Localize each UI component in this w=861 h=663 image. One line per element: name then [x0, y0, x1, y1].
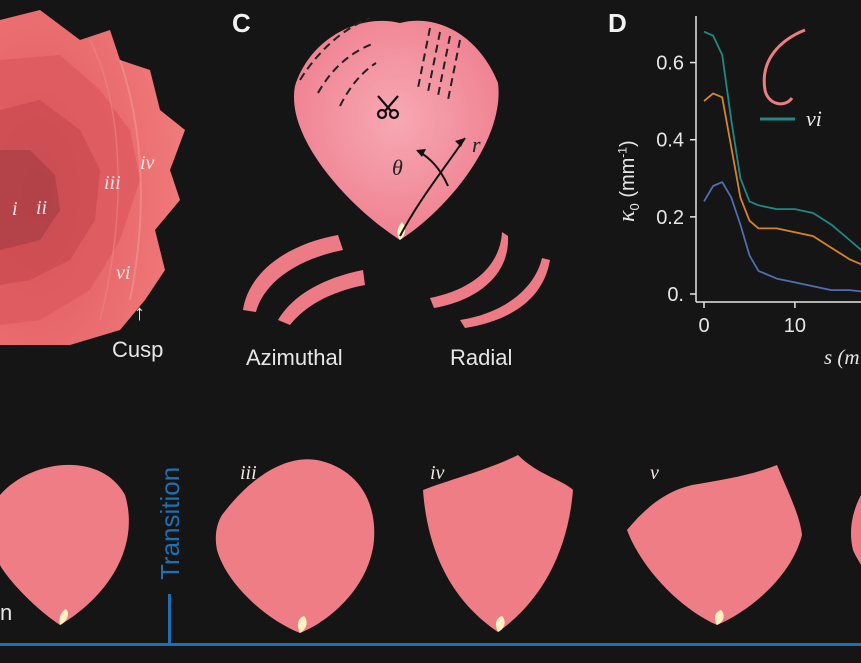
rose-label-iii: iii [104, 172, 121, 194]
chart-series [703, 30, 861, 293]
series-line-1 [703, 92, 861, 266]
petal-cut-diagram [293, 17, 499, 240]
panel-c-letter: C [232, 8, 251, 38]
x-tick-label: 0 [698, 315, 709, 337]
rose-label-vi: vi [116, 262, 131, 284]
x-axis-label: s (m [824, 345, 860, 369]
petal-label-v: v [650, 462, 659, 484]
bottom-axis-line [0, 643, 861, 646]
theta-label: θ [392, 155, 403, 180]
chart-axes [695, 16, 861, 303]
radial-strips [430, 232, 550, 328]
rose-image [0, 10, 185, 345]
petal-label-iii: iii [240, 462, 257, 484]
cusp-label: Cusp [112, 337, 164, 362]
cusp-arrow: ↑ [134, 300, 145, 325]
y-tick-label: 0.6 [656, 53, 684, 75]
y-axis-symbol: κ [614, 210, 640, 222]
bottom-partial-text: n [0, 600, 13, 625]
x-tick-labels: 0102 [698, 302, 806, 337]
y-axis-unit-close: ) [617, 140, 639, 148]
rose-label-i: i [12, 198, 18, 220]
petal-label-iv: iv [430, 462, 445, 484]
petal-vi-partial-image [850, 495, 861, 565]
azimuthal-caption: Azimuthal [246, 345, 343, 370]
r-label: r [472, 132, 481, 157]
x-tick-label: 10 [784, 315, 806, 337]
inset-curl-icon [762, 28, 806, 106]
petal-iv-image [423, 455, 573, 632]
y-tick-label: 0. [667, 284, 684, 306]
transition-tick [168, 594, 171, 644]
petal-iii-image [215, 459, 375, 633]
rose-label-iv: iv [140, 152, 155, 174]
y-axis-unit-sup: -1 [615, 147, 630, 158]
y-axis-label: κ0 (mm-1) [614, 140, 642, 222]
petal-v-image [627, 465, 802, 625]
curvature-chart: 0.60.40.20. 0102 [656, 16, 861, 337]
radial-caption: Radial [450, 345, 513, 370]
azimuthal-strips [243, 235, 365, 325]
y-tick-label: 0.2 [656, 207, 684, 229]
petal-ii-image [0, 464, 129, 625]
rose-label-ii: ii [36, 197, 48, 219]
legend-label: vi [806, 106, 822, 131]
y-tick-labels: 0.6 0.4 0.2 0. [656, 53, 696, 306]
panel-d-letter: D [608, 8, 627, 38]
y-tick-label: 0.4 [656, 130, 684, 152]
series-line-2 [703, 181, 861, 293]
y-axis-unit: (mm [617, 157, 639, 198]
y-axis-sub: 0 [627, 203, 642, 211]
series-line-0 [703, 30, 861, 251]
transition-label: Transition [155, 466, 185, 580]
